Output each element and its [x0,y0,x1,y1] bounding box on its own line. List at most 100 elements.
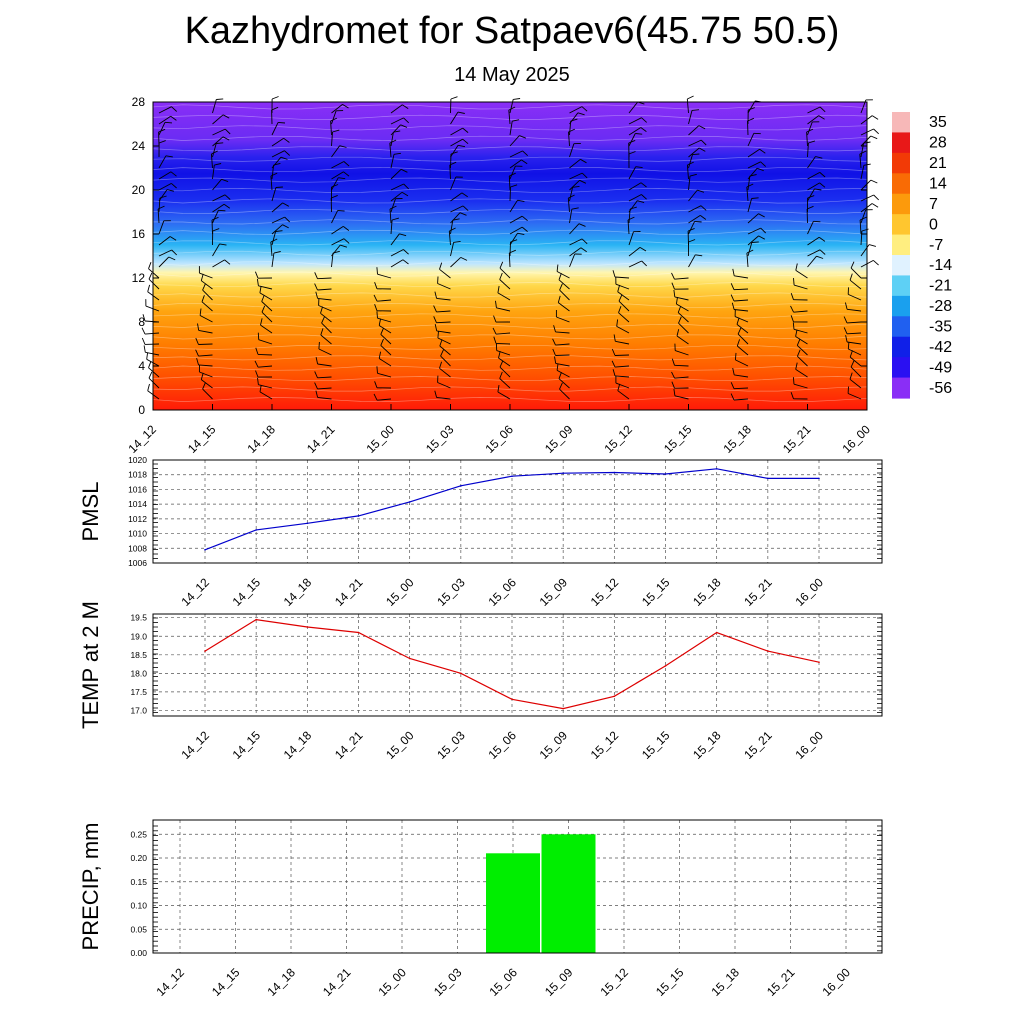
wind-barb [628,194,642,202]
plot-frame [152,613,883,717]
wind-barb [846,332,862,335]
colorbar-label: -42 [929,339,952,356]
colorbar-swatch [892,234,910,256]
wind-barb [158,220,165,235]
wind-barb [508,252,511,268]
y-tick-label: 1014 [128,499,147,509]
cross-section-panel: 0 4 8 12 16 20 24 28 14_12 14_15 14_18 14_21 15_00 15… [125,95,952,456]
colorbar-label: 14 [929,176,947,193]
data-point [357,515,360,517]
x-tick-label: 15_18 [690,575,724,609]
wind-barb [499,267,511,279]
wind-barb [320,334,332,345]
wind-barb [807,156,816,169]
x-tick-label: 15_06 [482,422,516,456]
wind-barb [331,104,343,114]
wind-barb [735,359,749,367]
wind-barb [807,255,817,268]
wind-barb [439,367,451,378]
y-tick-label: 19.5 [130,613,147,623]
wind-barb [390,132,394,147]
wind-barb [628,117,642,125]
wind-barb [317,376,332,379]
y-tick-label: 1010 [128,529,147,539]
colorbar-swatch [892,295,910,317]
data-point [818,661,820,663]
wind-barb [498,357,511,367]
x-tick-label: 14_15 [209,965,243,999]
wind-barb [450,220,454,235]
wind-barb [807,221,814,235]
wind-barb [158,189,168,202]
wind-barb [210,153,213,169]
wind-barb [450,205,464,213]
y-tick-label: 17.0 [130,705,147,715]
wind-barb [211,219,213,235]
wind-barb [436,310,451,313]
x-tick-label: 15_09 [537,728,571,762]
wind-barb [736,324,749,334]
wind-barb [733,387,749,390]
wind-barb [201,379,213,389]
x-tick-label: 15_03 [434,728,468,762]
wind-barb [556,370,570,378]
wind-barb [377,299,392,302]
x-tick-label: 15_15 [653,965,687,999]
y-tick-label: 20 [132,183,146,197]
wind-barb [850,366,862,378]
colorbar-swatch [892,193,910,215]
wind-barb [556,316,570,323]
wind-barb [746,252,749,268]
wind-barb [555,354,570,356]
wind-barb [628,200,638,213]
y-axis-label: TEMP at 2 M [78,601,103,729]
wind-barb [450,111,459,125]
data-point [664,473,667,475]
wind-barb [747,100,756,114]
wind-barb [628,247,641,257]
wind-barb [849,279,862,290]
y-tick-label: 1020 [128,455,147,465]
wind-barb [212,143,217,158]
x-tick-label: 15_21 [741,728,775,762]
wind-barb [614,354,630,356]
wind-barb [569,179,580,191]
wind-barb [509,150,523,158]
wind-barb [390,117,404,125]
wind-barb [450,127,463,136]
data-point [408,501,411,503]
wind-barb [509,159,522,169]
wind-barb [495,342,511,345]
y-axis-label: PRECIP, mm [78,823,103,951]
wind-barb [555,362,570,367]
wind-barb [450,212,461,224]
y-tick-label: 1012 [128,514,147,524]
wind-barb [389,208,392,224]
wind-barb [158,236,171,246]
wind-barb [807,249,821,257]
data-point [715,468,718,470]
wind-barb [158,115,171,125]
wind-barb [212,128,226,136]
y-tick-label: 1008 [128,543,147,553]
wind-barb [377,372,392,378]
x-tick-label: 15_21 [741,575,775,609]
wind-barb [331,177,339,191]
colorbar-label: -14 [929,257,952,274]
wind-barb [860,179,872,191]
wind-barb [257,353,273,356]
colorbar-swatch [892,316,910,338]
wind-barb [737,345,749,356]
data-point [255,529,257,531]
y-tick-label: 0.20 [130,853,147,863]
wind-barb [747,148,760,158]
colorbar: 35 28 21 14 7 0 -7 -14 -21 -28 -35 -42 -49 -56 [892,112,952,399]
y-tick-label: 4 [138,359,145,373]
y-tick-label: 0.10 [130,901,147,911]
wind-barb [508,110,511,125]
wind-barb [158,256,170,268]
wind-barb [212,179,222,191]
wind-barb [437,382,451,389]
x-tick-label: 14_12 [125,422,159,456]
data-point [511,698,513,701]
